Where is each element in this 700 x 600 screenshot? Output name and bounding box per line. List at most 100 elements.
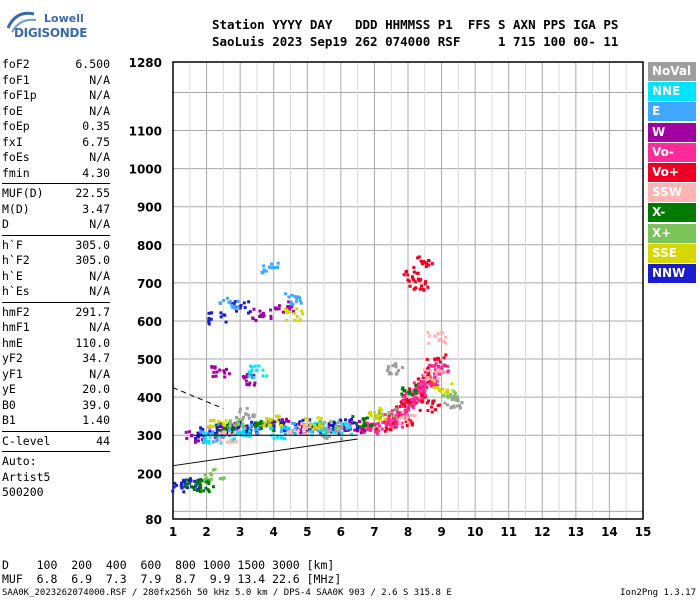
echo-point bbox=[264, 424, 268, 428]
echo-point bbox=[241, 375, 245, 379]
echo-point bbox=[424, 265, 428, 269]
echo-point bbox=[380, 427, 384, 431]
echo-point bbox=[423, 393, 427, 397]
echo-point bbox=[410, 393, 414, 397]
param-label: h`F bbox=[2, 237, 23, 252]
echo-point bbox=[231, 438, 235, 442]
echo-point bbox=[283, 292, 287, 296]
echo-point bbox=[369, 426, 373, 430]
echo-point bbox=[313, 424, 317, 428]
echo-point bbox=[378, 406, 382, 410]
echo-point bbox=[383, 429, 387, 433]
echo-point bbox=[400, 421, 404, 425]
echo-point bbox=[242, 376, 246, 380]
echo-point bbox=[273, 420, 277, 424]
echo-point bbox=[179, 484, 183, 488]
echo-point bbox=[261, 374, 265, 378]
echo-point bbox=[287, 300, 291, 304]
echo-point bbox=[445, 388, 449, 392]
echo-point bbox=[291, 303, 295, 307]
echo-point bbox=[350, 417, 354, 421]
echo-point bbox=[343, 428, 347, 432]
echo-point bbox=[257, 421, 261, 425]
echo-point bbox=[241, 429, 245, 433]
echo-point bbox=[433, 408, 437, 412]
echo-point bbox=[449, 393, 453, 397]
legend-item-sse: SSE bbox=[648, 243, 696, 263]
echo-point bbox=[390, 409, 394, 413]
echo-point bbox=[456, 396, 460, 400]
echo-point bbox=[211, 425, 215, 429]
dashed-profile-line bbox=[172, 387, 224, 410]
echo-point bbox=[272, 437, 276, 441]
echo-point bbox=[432, 372, 436, 376]
echo-point bbox=[398, 421, 402, 425]
echo-point bbox=[243, 426, 247, 430]
echo-point bbox=[422, 380, 426, 384]
echo-point bbox=[235, 420, 239, 424]
artist-info-line: Auto: bbox=[2, 454, 37, 468]
echo-point bbox=[392, 414, 396, 418]
x-tick-label: 15 bbox=[635, 525, 652, 539]
echo-point bbox=[280, 426, 284, 430]
echo-point bbox=[269, 423, 273, 427]
echo-point bbox=[272, 429, 276, 433]
echo-point bbox=[405, 415, 409, 419]
echo-point bbox=[442, 363, 446, 367]
echo-point bbox=[426, 330, 430, 334]
echo-point bbox=[363, 417, 367, 421]
echo-point bbox=[282, 425, 286, 429]
echo-point bbox=[389, 372, 393, 376]
param-value: 6.500 bbox=[75, 57, 110, 71]
echo-point bbox=[293, 429, 297, 433]
echo-point bbox=[385, 369, 389, 373]
echo-point bbox=[419, 390, 423, 394]
param-value: N/A bbox=[89, 320, 110, 334]
echo-point bbox=[251, 423, 255, 427]
echo-point bbox=[417, 391, 421, 395]
echo-point bbox=[434, 373, 438, 377]
echo-point bbox=[376, 414, 380, 418]
param-value: N/A bbox=[89, 268, 110, 283]
echo-point bbox=[207, 322, 211, 326]
param-value: 305.0 bbox=[75, 253, 110, 267]
echo-point bbox=[394, 365, 398, 369]
param-value: 39.0 bbox=[82, 397, 110, 412]
echo-point bbox=[193, 479, 197, 483]
param-row: yE 20.0 bbox=[2, 382, 110, 398]
echo-point bbox=[345, 429, 349, 433]
echo-point bbox=[445, 394, 449, 398]
echo-point bbox=[317, 422, 321, 426]
param-value: 110.0 bbox=[75, 335, 110, 350]
echo-point bbox=[374, 430, 378, 434]
echo-point bbox=[318, 420, 322, 424]
echo-point bbox=[284, 419, 288, 423]
echo-point bbox=[343, 426, 347, 430]
echo-point bbox=[180, 486, 184, 490]
echo-point bbox=[348, 427, 352, 431]
echo-point bbox=[212, 468, 216, 472]
echo-point bbox=[433, 368, 437, 372]
echo-point bbox=[296, 426, 300, 430]
echo-point bbox=[439, 390, 443, 394]
echo-point bbox=[235, 427, 239, 431]
echo-point bbox=[389, 422, 393, 426]
echo-point bbox=[249, 371, 253, 375]
echo-point bbox=[416, 387, 420, 391]
x-tick-label: 11 bbox=[500, 525, 517, 539]
echo-point bbox=[328, 429, 332, 433]
echo-point bbox=[259, 313, 263, 317]
echo-point bbox=[390, 412, 394, 416]
echo-point bbox=[248, 310, 252, 314]
echo-point bbox=[194, 438, 198, 442]
echo-point bbox=[356, 426, 360, 430]
echo-point bbox=[204, 436, 208, 440]
echo-point bbox=[200, 431, 204, 435]
echo-point bbox=[377, 429, 381, 433]
echo-point bbox=[254, 426, 258, 430]
param-row: fxI 6.75 bbox=[2, 135, 110, 151]
echo-point bbox=[267, 265, 271, 269]
echo-point bbox=[182, 485, 186, 489]
echo-point bbox=[228, 419, 232, 423]
echo-point bbox=[218, 425, 222, 429]
